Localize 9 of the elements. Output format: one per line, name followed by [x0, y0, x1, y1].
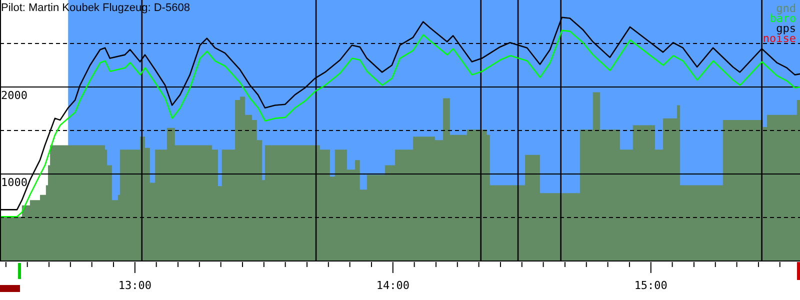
x-tick-label: 14:00: [376, 279, 410, 292]
text: gnd: [776, 2, 796, 15]
text: baro: [770, 12, 796, 25]
x-tick-label: 13:00: [118, 279, 152, 292]
legend-label: noise: [762, 32, 796, 45]
y-tick-label: 2000: [1, 89, 28, 102]
y-tick-label: 1000: [1, 176, 28, 189]
x-tick-label: 15:00: [634, 279, 668, 292]
series-label: gps: [776, 22, 796, 35]
